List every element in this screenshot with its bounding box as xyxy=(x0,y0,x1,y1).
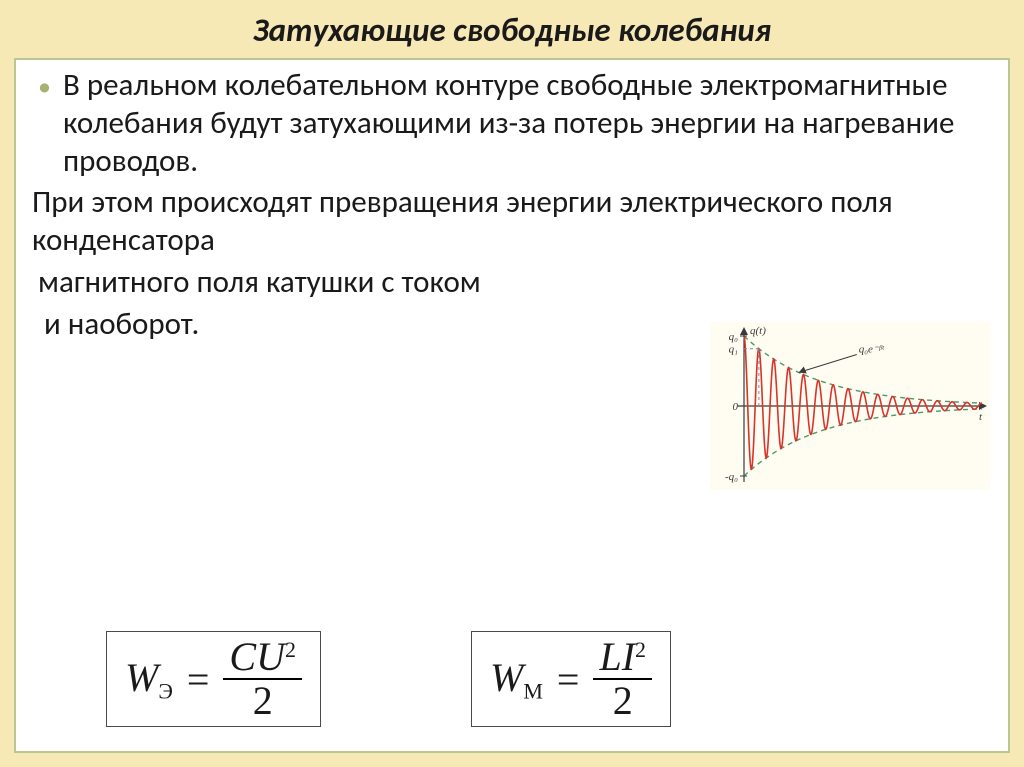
bullet-dot: • xyxy=(38,73,51,180)
svg-text:q₀e⁻ᵝᵗ: q₀e⁻ᵝᵗ xyxy=(859,343,885,355)
svg-text:q₀: q₀ xyxy=(729,331,739,343)
svg-text:-q₀: -q₀ xyxy=(725,471,738,483)
paragraph-2: При этом происходят превращения энергии … xyxy=(32,184,992,260)
formula-electric-energy: WЭ = CU2 2 xyxy=(106,631,321,727)
damped-oscillation-graph: q(t) q₀ -q₀ q₁ t q₀e⁻ᵝᵗ 0 xyxy=(710,322,990,490)
paragraph-3: магнитного поля катушки с током xyxy=(32,264,992,302)
svg-text:q₁: q₁ xyxy=(729,344,739,356)
svg-text:0: 0 xyxy=(733,401,739,413)
svg-text:t: t xyxy=(979,411,983,423)
paragraph-1: В реальном колебательном контуре свободн… xyxy=(63,67,992,180)
formula-row: WЭ = CU2 2 WМ = LI2 2 xyxy=(16,631,1008,727)
slide-title: Затухающие свободные колебания xyxy=(14,10,1010,50)
svg-text:q(t): q(t) xyxy=(750,325,766,337)
formula-magnetic-energy: WМ = LI2 2 xyxy=(471,631,671,727)
content-panel: • В реальном колебательном контуре свобо… xyxy=(14,58,1010,753)
